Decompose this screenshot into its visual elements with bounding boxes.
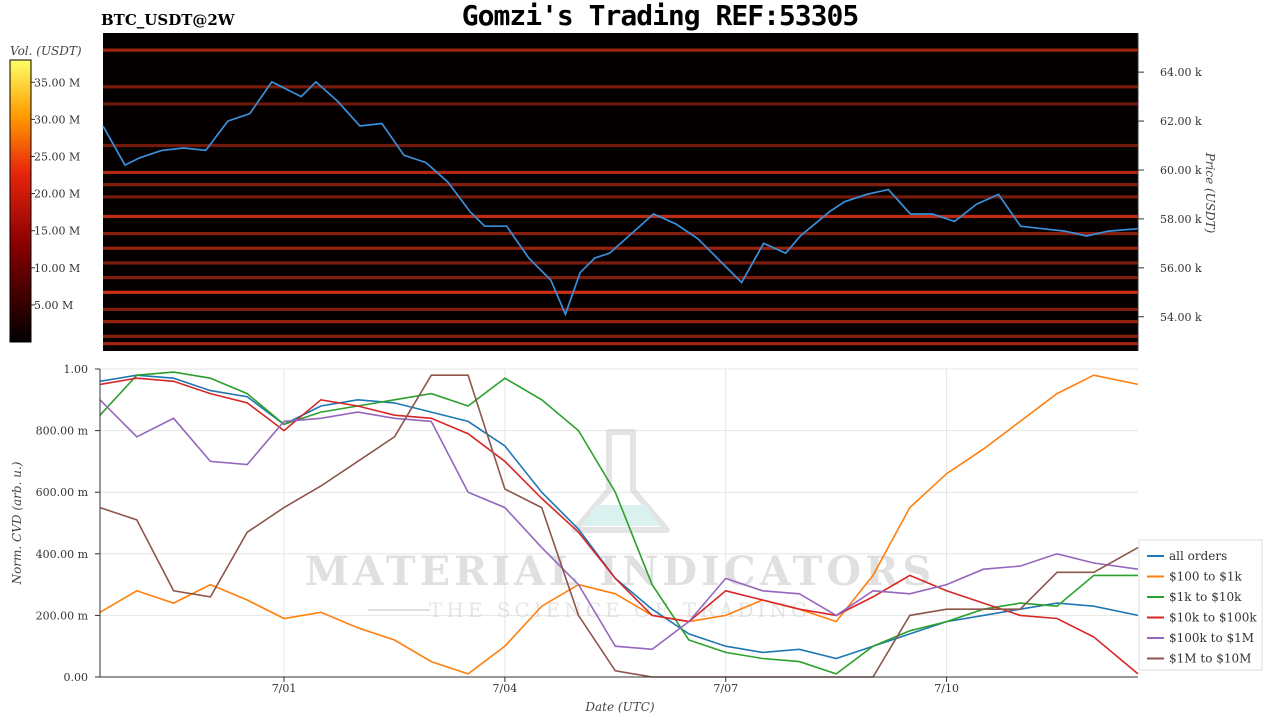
legend-box xyxy=(1138,539,1263,671)
cvd-series-line xyxy=(99,374,1139,678)
price-axis-title: Price (USDT) xyxy=(1203,152,1217,234)
heatmap-level xyxy=(103,195,1138,199)
cvd-series-line xyxy=(99,374,1139,675)
heatmap-level xyxy=(103,85,1138,89)
heatmap-level xyxy=(103,48,1138,52)
cvd-y-tick-label: 800.00 m xyxy=(36,425,89,438)
heatmap-level xyxy=(103,183,1138,187)
price-tick-label: 60.00 k xyxy=(1160,164,1202,177)
colorbar-tick-label: 25.00 M xyxy=(34,150,80,163)
cvd-x-axis-title: Date (UTC) xyxy=(584,700,654,714)
cvd-x-axis-ticks: 7/01 7/04 7/07 7/10 xyxy=(272,677,959,695)
legend-label: $10k to $100k xyxy=(1169,611,1257,625)
heatmap-level xyxy=(103,320,1138,324)
heatmap-level xyxy=(103,342,1138,346)
cvd-y-tick-label: 600.00 m xyxy=(36,486,89,499)
heatmap-panel xyxy=(103,33,1138,351)
colorbar xyxy=(9,59,32,343)
watermark-brand: MATERIAL INDICATORS xyxy=(305,548,936,595)
colorbar-tick-label: 10.00 M xyxy=(34,262,80,275)
cvd-y-axis-title: Norm. CVD (arb. u.) xyxy=(10,461,24,585)
price-tick-label: 58.00 k xyxy=(1160,213,1202,226)
price-axis: 54.00 k 56.00 k 58.00 k 60.00 k 62.00 k 64.00… xyxy=(1138,66,1202,324)
heatmap-level xyxy=(103,307,1138,312)
cvd-x-tick-label: 7/07 xyxy=(713,682,738,695)
heatmap-level xyxy=(103,170,1138,175)
cvd-y-axis-ticks: 0.00 200.00 m 400.00 m 600.00 m 800.00 m 1.00 xyxy=(36,363,100,684)
colorbar-tick-label: 35.00 M xyxy=(34,76,80,89)
heatmap-level xyxy=(103,231,1138,236)
legend-label: $1M to $10M xyxy=(1169,652,1251,666)
heatmap-level xyxy=(103,276,1138,280)
colorbar-ticks: 5.00 M 10.00 M 15.00 M 20.00 M 25.00 M 30.00 … xyxy=(31,76,80,312)
price-tick-label: 54.00 k xyxy=(1160,311,1202,324)
heatmap-levels xyxy=(103,48,1138,346)
legend-label: $1k to $10k xyxy=(1169,590,1242,604)
cvd-x-tick-label: 7/01 xyxy=(272,682,297,695)
flask-liquid xyxy=(582,505,660,526)
cvd-series-line xyxy=(99,377,1139,675)
chart-title: Gomzi's Trading REF:53305 xyxy=(461,0,859,32)
watermark-tagline: THE SCIENCE OF TRADING xyxy=(429,598,811,622)
cvd-y-tick-label: 400.00 m xyxy=(36,548,89,561)
legend: all orders $100 to $1k $1k to $10k $10k to … xyxy=(1147,549,1257,666)
heatmap-level xyxy=(103,214,1138,219)
price-tick-label: 64.00 k xyxy=(1160,66,1202,79)
cvd-lines xyxy=(99,371,1139,678)
heatmap-level xyxy=(103,334,1138,338)
pair-label: BTC_USDT@2W xyxy=(101,11,235,29)
colorbar-tick-label: 20.00 M xyxy=(34,188,80,201)
cvd-series-line xyxy=(99,399,1139,651)
cvd-y-tick-label: 200.00 m xyxy=(36,609,89,622)
watermark: MATERIAL INDICATORS THE SCIENCE OF TRADI… xyxy=(305,429,936,622)
legend-label: $100k to $1M xyxy=(1169,631,1254,645)
flask-icon xyxy=(572,429,670,533)
colorbar-tick-label: 15.00 M xyxy=(34,225,80,238)
price-tick-label: 56.00 k xyxy=(1160,262,1202,275)
price-line xyxy=(102,80,1139,317)
cvd-x-tick-label: 7/04 xyxy=(493,682,518,695)
heatmap-level xyxy=(103,102,1138,106)
heatmap-level xyxy=(103,246,1138,250)
heatmap-level xyxy=(103,261,1138,265)
cvd-y-tick-label: 0.00 xyxy=(64,671,89,684)
cvd-y-tick-label: 1.00 xyxy=(64,363,89,376)
colorbar-tick-label: 30.00 M xyxy=(34,113,80,126)
colorbar-tick-label: 5.00 M xyxy=(34,299,73,312)
legend-label: $100 to $1k xyxy=(1169,570,1242,584)
cvd-series-line xyxy=(99,371,1138,675)
cvd-x-tick-label: 7/10 xyxy=(934,682,959,695)
price-tick-label: 62.00 k xyxy=(1160,115,1202,128)
legend-label: all orders xyxy=(1169,549,1227,563)
heatmap-level xyxy=(103,143,1138,148)
heatmap-level xyxy=(103,290,1138,294)
colorbar-label: Vol. (USDT) xyxy=(10,44,82,58)
